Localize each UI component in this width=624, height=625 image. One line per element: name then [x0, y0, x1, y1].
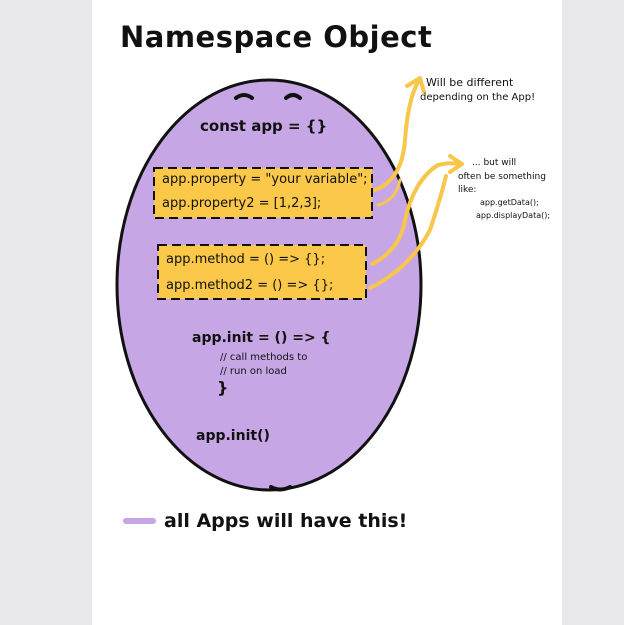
- page-title: Namespace Object: [120, 20, 433, 54]
- code-property-2: app.property2 = [1,2,3];: [162, 196, 322, 211]
- note-properties-line-1: Will be different: [426, 76, 514, 89]
- arrow-properties-to-note-tail: [376, 178, 402, 207]
- egg-eye-left: [234, 93, 254, 100]
- note-properties-line-2: depending on the App!: [420, 92, 536, 103]
- code-init-comment-1: // call methods to: [220, 352, 308, 363]
- note-methods-line-1: ... but will: [472, 158, 517, 168]
- arrow-methods-head: [448, 154, 464, 174]
- arrow-properties-head: [405, 76, 426, 94]
- code-property-1: app.property = "your variable";: [162, 172, 368, 187]
- code-init-close: }: [217, 378, 229, 397]
- properties-highlight: [153, 167, 373, 219]
- arrow-methods-to-note: [370, 161, 460, 266]
- code-method-2: app.method2 = () => {};: [166, 278, 334, 293]
- code-init-comment-2: // run on load: [220, 366, 287, 377]
- legend-text: all Apps will have this!: [164, 510, 408, 532]
- code-method-1: app.method = () => {};: [166, 252, 326, 267]
- note-methods-line-2: often be something: [458, 172, 546, 182]
- code-init-open: app.init = () => {: [192, 330, 331, 346]
- code-init-call: app.init(): [196, 428, 270, 444]
- methods-highlight: [157, 244, 367, 300]
- arrow-properties-to-note: [373, 80, 420, 192]
- egg-bottom-mark: [269, 485, 292, 492]
- note-methods-line-5: app.displayData();: [476, 211, 551, 220]
- code-declaration: const app = {}: [200, 117, 328, 135]
- note-methods-line-3: like:: [458, 185, 477, 195]
- arrow-methods-to-note-lower: [368, 174, 448, 290]
- note-methods-line-4: app.getData();: [480, 198, 539, 207]
- egg-eye-right: [284, 93, 302, 100]
